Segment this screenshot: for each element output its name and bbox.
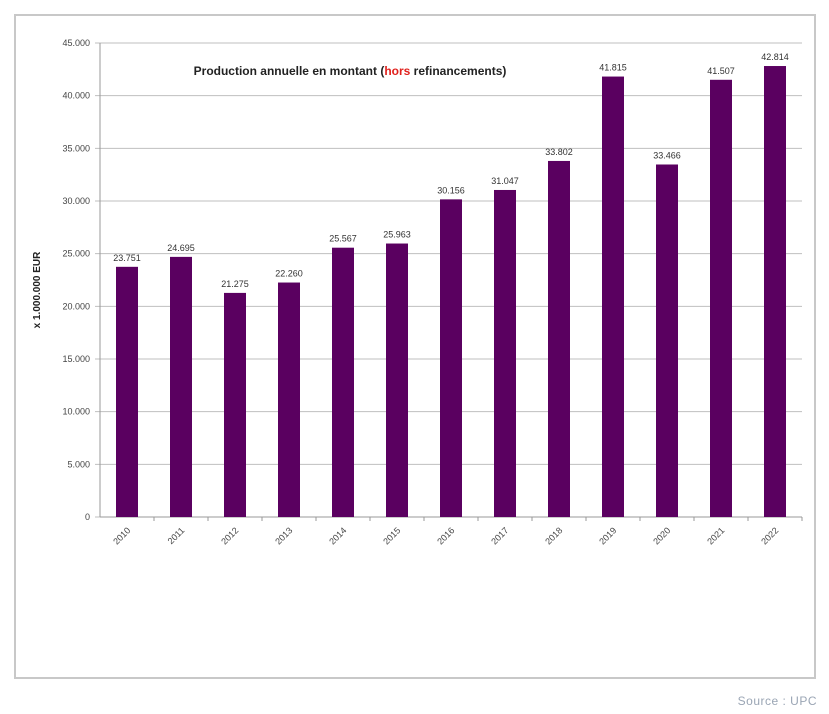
y-tick-label: 5.000	[67, 459, 90, 469]
x-tick-label: 2011	[166, 525, 187, 546]
bar	[710, 79, 732, 517]
bar	[224, 292, 246, 517]
bar	[170, 256, 192, 517]
title-highlight: hors	[384, 64, 410, 78]
x-tick-label: 2017	[489, 525, 510, 546]
y-tick-label: 15.000	[62, 354, 90, 364]
bar	[116, 266, 138, 517]
title-prefix: Production annuelle en montant (	[194, 64, 385, 78]
x-tick-label: 2016	[435, 525, 456, 546]
data-label: 25.963	[383, 230, 411, 240]
y-tick-label: 0	[85, 512, 90, 522]
bar	[548, 160, 570, 517]
data-label: 25.567	[329, 234, 357, 244]
x-tick-label: 2015	[381, 525, 402, 546]
y-tick-label: 30.000	[62, 196, 90, 206]
data-label: 33.802	[545, 147, 573, 157]
source-caption: Source : UPC	[737, 694, 817, 708]
bar	[278, 282, 300, 517]
chart-frame	[14, 14, 816, 679]
x-tick-label: 2018	[543, 525, 564, 546]
x-tick-label: 2010	[111, 525, 132, 546]
x-tick-label: 2012	[219, 525, 240, 546]
y-tick-label: 10.000	[62, 407, 90, 417]
data-label: 41.507	[707, 66, 735, 76]
x-tick-label: 2019	[597, 525, 618, 546]
x-tick-label: 2020	[651, 525, 672, 546]
x-tick-label: 2014	[327, 525, 348, 546]
data-label: 21.275	[221, 279, 249, 289]
bar	[656, 164, 678, 518]
x-tick-label: 2013	[273, 525, 294, 546]
y-tick-label: 35.000	[62, 143, 90, 153]
bar	[602, 76, 624, 517]
bar	[764, 66, 786, 517]
y-axis-label: x 1.000.000 EUR	[32, 251, 43, 328]
y-tick-label: 45.000	[62, 38, 90, 48]
x-tick-label: 2021	[705, 525, 726, 546]
data-label: 41.815	[599, 63, 627, 73]
data-label: 30.156	[437, 185, 465, 195]
data-label: 33.466	[653, 150, 681, 160]
y-tick-label: 20.000	[62, 301, 90, 311]
x-tick-label: 2022	[759, 525, 780, 546]
data-label: 23.751	[113, 253, 141, 263]
y-tick-label: 40.000	[62, 91, 90, 101]
chart-title: Production annuelle en montant (hors ref…	[194, 64, 507, 78]
bar	[386, 243, 408, 517]
data-label: 42.814	[761, 52, 789, 62]
data-label: 24.695	[167, 243, 195, 253]
title-suffix: refinancements)	[410, 64, 506, 78]
bar	[332, 247, 354, 517]
bar	[440, 199, 462, 517]
data-label: 31.047	[491, 176, 519, 186]
y-tick-label: 25.000	[62, 249, 90, 259]
data-label: 22.260	[275, 269, 303, 279]
bar	[494, 189, 516, 517]
